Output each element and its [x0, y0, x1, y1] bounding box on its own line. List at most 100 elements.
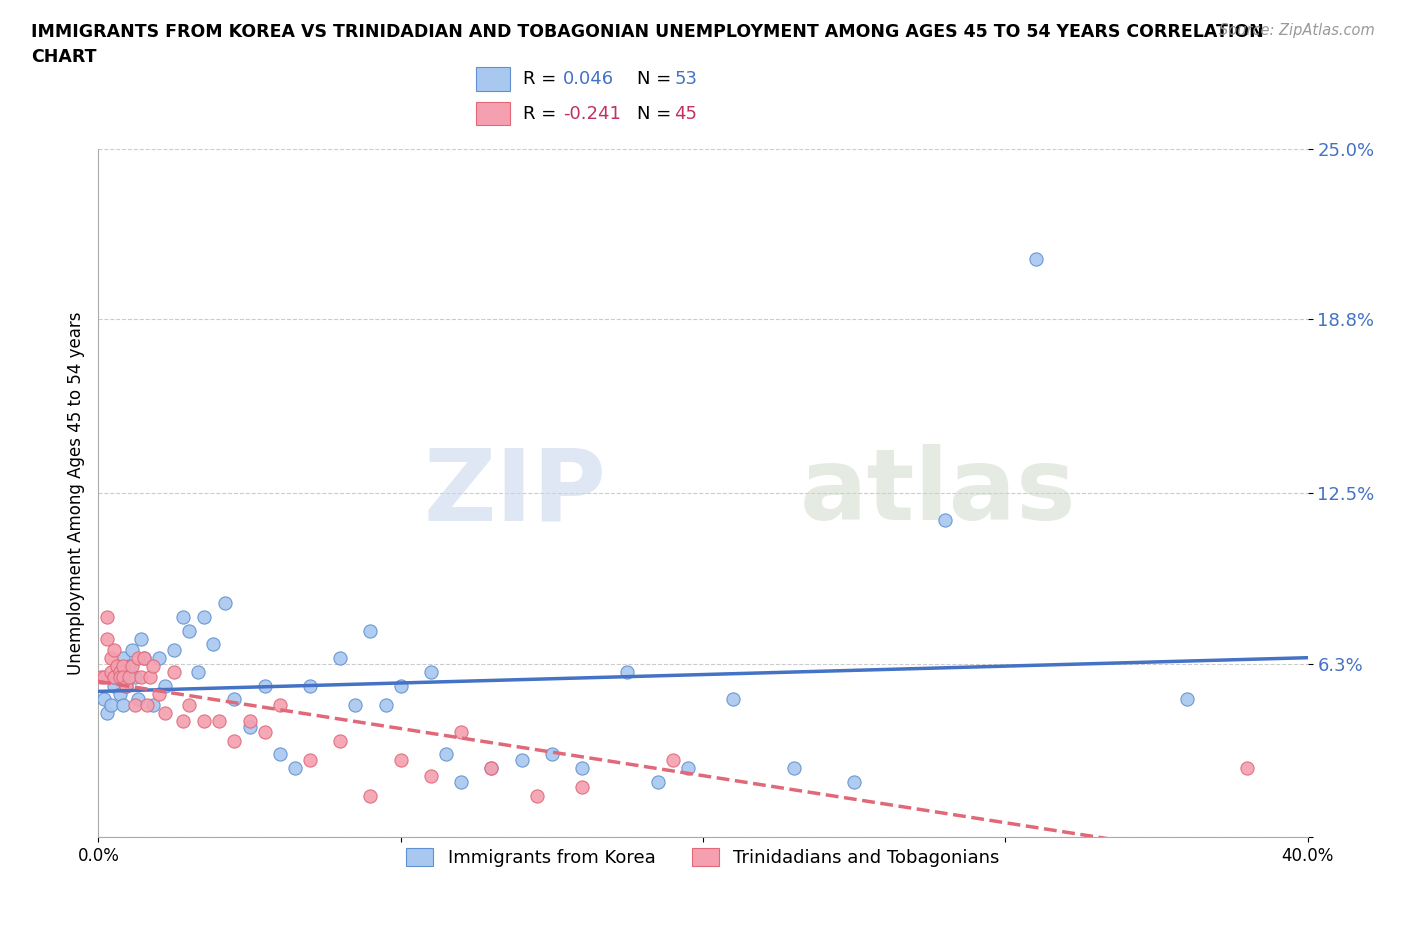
Point [481, 761, 503, 776]
Point [108, 670, 131, 684]
Point [360, 789, 382, 804]
Point [208, 714, 231, 729]
Legend: Immigrants from Korea, Trinidadians and Tobagonians: Immigrants from Korea, Trinidadians and … [398, 839, 1008, 876]
Point [1024, 251, 1046, 266]
Point [284, 761, 307, 776]
Point [269, 747, 291, 762]
Point [114, 678, 136, 693]
Point [224, 692, 246, 707]
Text: Source: ZipAtlas.com: Source: ZipAtlas.com [1219, 23, 1375, 38]
Point [214, 595, 236, 610]
Point [163, 664, 186, 679]
Point [153, 678, 176, 693]
Point [450, 775, 472, 790]
Point [676, 761, 699, 776]
FancyBboxPatch shape [477, 67, 510, 90]
Point [108, 664, 131, 679]
Point [111, 651, 134, 666]
Point [571, 780, 593, 795]
Point [661, 752, 683, 767]
Text: 53: 53 [675, 70, 697, 87]
Point [329, 651, 352, 666]
Point [124, 670, 146, 684]
Point [1236, 761, 1258, 776]
Point [142, 658, 165, 673]
Point [111, 670, 134, 684]
Point [269, 698, 291, 712]
Point [103, 670, 125, 684]
Point [121, 643, 143, 658]
Point [783, 761, 806, 776]
Point [118, 658, 141, 673]
Text: ZIP: ZIP [423, 445, 606, 541]
Point [239, 714, 262, 729]
Point [93, 670, 115, 684]
Text: N =: N = [637, 70, 678, 87]
Point [139, 670, 162, 684]
Point [105, 658, 128, 673]
Point [96, 631, 118, 646]
Point [224, 733, 246, 748]
Text: R =: R = [523, 70, 562, 87]
Point [253, 725, 276, 740]
Point [118, 670, 141, 684]
Point [124, 698, 146, 712]
Point [103, 670, 125, 684]
Point [172, 609, 194, 624]
Point [100, 651, 122, 666]
Text: CHART: CHART [31, 48, 97, 66]
Point [153, 706, 176, 721]
Point [329, 733, 352, 748]
Text: R =: R = [523, 104, 562, 123]
Point [100, 664, 122, 679]
Point [163, 643, 186, 658]
Text: 45: 45 [675, 104, 697, 123]
Point [481, 761, 503, 776]
Point [111, 698, 134, 712]
Point [616, 664, 638, 679]
Point [374, 698, 396, 712]
Point [127, 651, 149, 666]
Point [434, 747, 457, 762]
Point [526, 789, 548, 804]
Point [193, 714, 215, 729]
Point [142, 698, 165, 712]
Point [96, 706, 118, 721]
Point [389, 752, 412, 767]
Text: 0.046: 0.046 [562, 70, 614, 87]
Text: IMMIGRANTS FROM KOREA VS TRINIDADIAN AND TOBAGONIAN UNEMPLOYMENT AMONG AGES 45 T: IMMIGRANTS FROM KOREA VS TRINIDADIAN AND… [31, 23, 1264, 41]
Point [148, 651, 170, 666]
Text: atlas: atlas [800, 445, 1077, 541]
Point [103, 643, 125, 658]
Point [129, 631, 152, 646]
Point [202, 637, 225, 652]
Y-axis label: Unemployment Among Ages 45 to 54 years: Unemployment Among Ages 45 to 54 years [66, 312, 84, 674]
Point [510, 752, 533, 767]
Point [420, 664, 443, 679]
Point [111, 658, 134, 673]
Point [193, 609, 215, 624]
Text: N =: N = [637, 104, 678, 123]
Point [179, 698, 201, 712]
Point [129, 670, 152, 684]
Point [844, 775, 866, 790]
Point [179, 623, 201, 638]
Point [121, 658, 143, 673]
Point [420, 769, 443, 784]
Point [96, 609, 118, 624]
Point [389, 678, 412, 693]
Point [934, 513, 956, 528]
Point [187, 664, 209, 679]
Point [105, 664, 128, 679]
Point [132, 651, 155, 666]
Point [360, 623, 382, 638]
Point [172, 714, 194, 729]
Point [647, 775, 669, 790]
Text: -0.241: -0.241 [562, 104, 621, 123]
FancyBboxPatch shape [477, 101, 510, 126]
Point [1175, 692, 1198, 707]
Point [103, 678, 125, 693]
Point [114, 678, 136, 693]
Point [540, 747, 562, 762]
Point [450, 725, 472, 740]
